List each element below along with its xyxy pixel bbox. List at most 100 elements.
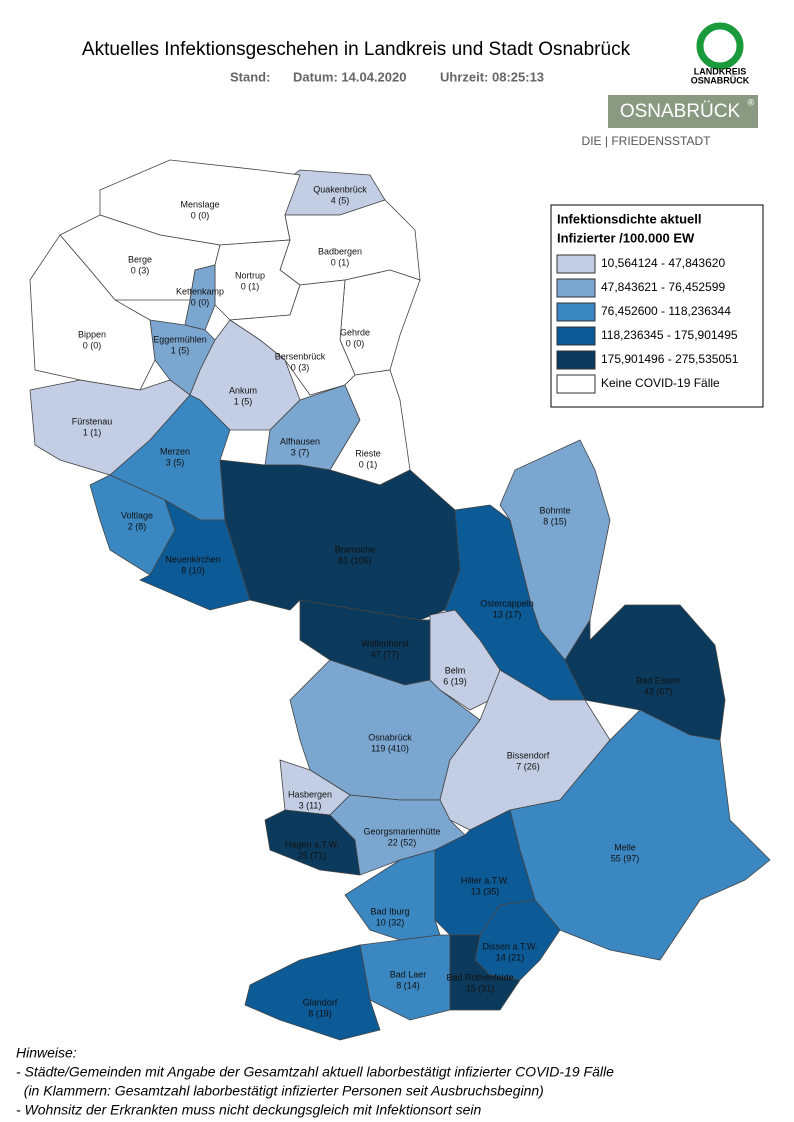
note-line: - Wohnsitz der Erkrankten muss nicht dec… — [16, 1102, 482, 1118]
legend-swatch — [556, 278, 596, 298]
region-value: 1 (1) — [83, 427, 102, 437]
region-value: 0 (0) — [191, 297, 210, 307]
region-name: Bad Iburg — [370, 906, 409, 916]
region-name: Badbergen — [318, 246, 362, 256]
legend-label: 118,236345 - 175,901495 — [601, 328, 738, 342]
region-name: Ostercappeln — [480, 598, 534, 608]
region-value: 0 (3) — [291, 362, 310, 372]
region-shape — [29, 234, 156, 391]
region-value: 0 (1) — [241, 281, 260, 291]
region-value: 8 (10) — [181, 565, 205, 575]
region-name: Hagen a.T.W. — [285, 839, 339, 849]
region-name: Kettenkamp — [176, 286, 224, 296]
region-value: 6 (19) — [443, 676, 467, 686]
region-shape — [449, 934, 521, 1011]
region-value: 8 (19) — [308, 1008, 332, 1018]
region-shape — [219, 459, 481, 621]
notes: Hinweise: - Städte/Gemeinden mit Angabe d… — [16, 1045, 614, 1118]
region-name: Nortrup — [235, 270, 265, 280]
region-value: 8 (15) — [543, 516, 567, 526]
logo-text: OSNABRÜCK — [691, 75, 750, 85]
region-name: Voltlage — [121, 510, 153, 520]
uhrzeit: Uhrzeit: 08:25:13 — [440, 69, 544, 84]
landkreis-logo — [696, 22, 744, 70]
datum: Datum: 14.04.2020 — [293, 69, 406, 84]
region-name: Glandorf — [303, 997, 338, 1007]
legend-label: 175,901496 - 275,535051 — [601, 352, 739, 366]
region-name: Berge — [128, 254, 152, 264]
region-name: Belm — [445, 665, 466, 675]
legend-swatch — [556, 350, 596, 370]
region-value: 81 (106) — [338, 555, 372, 565]
region-value: 7 (26) — [516, 761, 540, 771]
region-value: 47 (77) — [371, 649, 400, 659]
legend: 10,564124 - 47,843620 47,843621 - 76,4525… — [556, 254, 739, 394]
region-value: 13 (35) — [471, 886, 500, 896]
region-value: 14 (21) — [496, 952, 525, 962]
region-name: Wallenhorst — [361, 638, 409, 648]
region-shape — [339, 269, 421, 376]
region-name: Fürstenau — [72, 416, 113, 426]
region-name: Bad Essen — [636, 675, 680, 685]
region-value: 25 (71) — [298, 850, 327, 860]
note-line: - Städte/Gemeinden mit Angabe der Gesamt… — [16, 1064, 614, 1080]
legend-label: 76,452600 - 118,236344 — [601, 304, 731, 318]
motto: DIE | FRIEDENSSTADT — [582, 134, 712, 148]
region-name: Merzen — [160, 446, 190, 456]
region-name: Melle — [614, 842, 636, 852]
note-line: (in Klammern: Gesamtzahl laborbestätigt … — [16, 1083, 544, 1099]
region-shape — [244, 944, 381, 1041]
region-name: Hasbergen — [288, 789, 332, 799]
region-value: 8 (14) — [396, 980, 420, 990]
region-name: Bohmte — [539, 505, 570, 515]
region-name: Bissendorf — [507, 750, 550, 760]
region-value: 2 (8) — [128, 521, 147, 531]
region-value: 0 (3) — [131, 265, 150, 275]
region-name: Alfhausen — [280, 436, 320, 446]
region-name: Bersenbrück — [275, 351, 326, 361]
region-value: 22 (52) — [388, 837, 417, 847]
legend-label: 10,564124 - 47,843620 — [601, 256, 725, 270]
legend-swatch — [556, 254, 596, 274]
region-name: Bippen — [78, 329, 106, 339]
note-line: Hinweise: — [16, 1045, 77, 1061]
region-value: 0 (1) — [331, 257, 350, 267]
title: Aktuelles Infektionsgeschehen in Landkre… — [82, 39, 631, 60]
legend-label: Keine COVID-19 Fälle — [601, 376, 720, 390]
region-name: Neuenkirchen — [165, 554, 221, 564]
region-value: 3 (11) — [299, 800, 322, 810]
region-name: Rieste — [355, 448, 381, 458]
region-name: Hilter a.T.W. — [461, 875, 510, 885]
legend-label: 47,843621 - 76,452599 — [601, 280, 725, 294]
region-value: 0 (1) — [359, 459, 378, 469]
region-name: Gehrde — [340, 327, 370, 337]
region-value: 15 (31) — [466, 983, 495, 993]
region-name: Ankum — [229, 385, 257, 395]
region-shape — [139, 499, 251, 611]
stand: Stand: — [230, 69, 270, 84]
region-name: Bad Rothenfelde — [446, 972, 513, 982]
legend-swatch — [556, 326, 596, 346]
logo-mark: ® — [748, 97, 755, 107]
region-name: Osnabrück — [368, 732, 412, 742]
region-name: Menslage — [180, 199, 219, 209]
region-value: 119 (410) — [371, 743, 409, 753]
region-name: Quakenbrück — [313, 184, 367, 194]
region-shape — [344, 849, 441, 941]
region-value: 13 (17) — [493, 609, 522, 619]
region-name: Dissen a.T.W. — [482, 941, 537, 951]
region-value: 43 (67) — [644, 686, 673, 696]
region-name: Bad Laer — [390, 969, 427, 979]
region-name: Bramsche — [335, 544, 376, 554]
region-value: 3 (7) — [291, 447, 310, 457]
region-value: 0 (0) — [83, 340, 102, 350]
legend-title: Infizierter /100.000 EW — [557, 230, 695, 245]
region-value: 0 (0) — [191, 210, 210, 220]
logo-text: LANDKREIS — [694, 66, 747, 76]
region-value: 1 (5) — [171, 345, 190, 355]
region-name: Georgsmarienhütte — [363, 826, 440, 836]
region-value: 1 (5) — [234, 396, 253, 406]
